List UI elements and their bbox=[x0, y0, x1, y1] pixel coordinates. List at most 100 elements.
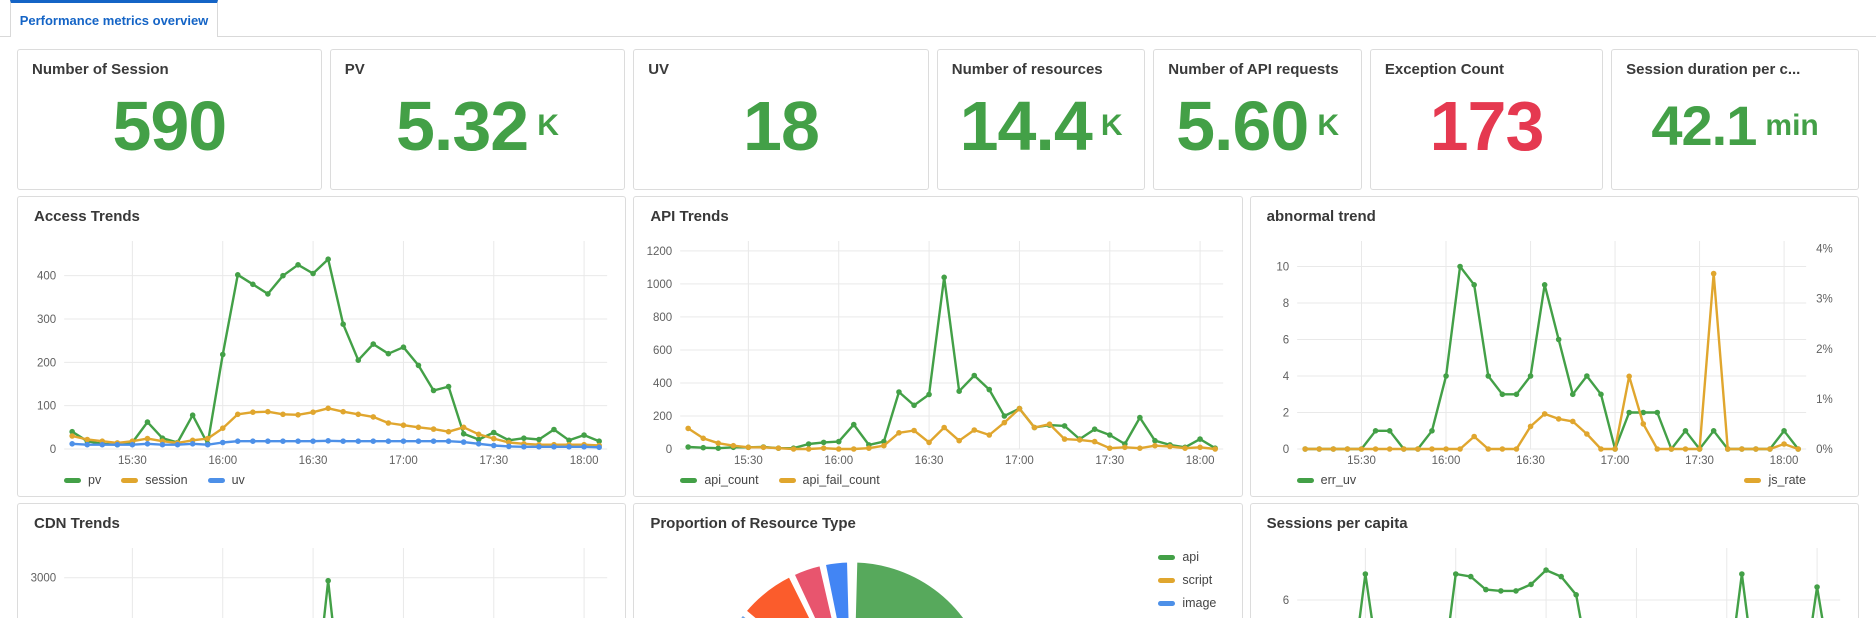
stat-card-number-of-resources: Number of resources 14.4 K bbox=[936, 49, 1146, 190]
svg-text:0: 0 bbox=[1282, 444, 1288, 456]
abnormal-trend-chart[interactable]: 0 2 4 6 8 10 0% 1% 2% 3% 4% 15:30 16:00 16:30 17:00 17:… bbox=[1251, 231, 1858, 469]
resource-type-pie-chart[interactable] bbox=[634, 538, 1241, 618]
svg-text:16:00: 16:00 bbox=[825, 455, 854, 467]
legend-label: session bbox=[145, 473, 188, 487]
stat-suffix: K bbox=[537, 109, 559, 142]
svg-text:200: 200 bbox=[653, 411, 672, 423]
api-trends-chart[interactable]: 0 200 400 600 800 1000 1200 15:30 16:00 16:30 17:0… bbox=[634, 231, 1241, 469]
cdn-trends-chart[interactable]: 010002000300015:3016:0016:3017:0017:3018… bbox=[18, 538, 625, 618]
stat-suffix: min bbox=[1765, 109, 1819, 142]
legend-label: js_rate bbox=[1768, 473, 1806, 487]
svg-text:800: 800 bbox=[653, 312, 672, 324]
legend-item-uv[interactable]: uv bbox=[207, 473, 245, 487]
stat-card-uv: UV 18 bbox=[633, 49, 929, 190]
svg-text:15:30: 15:30 bbox=[118, 455, 147, 467]
svg-text:6: 6 bbox=[1282, 335, 1288, 347]
svg-text:17:30: 17:30 bbox=[1685, 455, 1714, 467]
panel-cdn-trends: CDN Trends 010002000300015:3016:0016:301… bbox=[17, 503, 627, 618]
legend-swatch bbox=[64, 477, 81, 483]
svg-text:18:00: 18:00 bbox=[1186, 455, 1215, 467]
legend-item-script[interactable]: script bbox=[1158, 573, 1216, 587]
stat-value: 14.4 bbox=[959, 87, 1093, 165]
svg-text:100: 100 bbox=[37, 401, 56, 413]
legend-swatch bbox=[207, 477, 225, 483]
svg-text:200: 200 bbox=[37, 357, 56, 369]
legend-swatch bbox=[778, 477, 796, 483]
legend-item-pv[interactable]: pv bbox=[64, 473, 101, 487]
svg-text:3%: 3% bbox=[1816, 294, 1833, 306]
legend-label: err_uv bbox=[1320, 473, 1357, 487]
svg-text:15:30: 15:30 bbox=[734, 455, 763, 467]
svg-text:0: 0 bbox=[50, 444, 56, 456]
svg-text:16:30: 16:30 bbox=[1516, 455, 1545, 467]
legend-item-session[interactable]: session bbox=[121, 473, 188, 487]
svg-text:400: 400 bbox=[653, 378, 672, 390]
panel-title: CDN Trends bbox=[34, 515, 120, 532]
svg-text:16:00: 16:00 bbox=[208, 455, 237, 467]
stat-title: PV bbox=[344, 61, 365, 78]
charts-row-1: Access Trends 0 100 200 300 400 15:30 16:00 16:… bbox=[17, 196, 1859, 497]
legend-item-err_uv[interactable]: err_uv bbox=[1296, 473, 1357, 487]
stat-value: 173 bbox=[1429, 87, 1545, 165]
panel-abnormal-trend: abnormal trend 0 2 4 6 8 10 0% 1% 2% 3% 4% 15:30 16:… bbox=[1249, 196, 1859, 497]
svg-text:2: 2 bbox=[1282, 408, 1288, 420]
legend-swatch bbox=[1296, 477, 1314, 483]
legend-label: pv bbox=[88, 473, 102, 487]
legend-label: api_count bbox=[704, 473, 759, 487]
stat-title: Number of resources bbox=[951, 61, 1103, 78]
legend-swatch bbox=[121, 477, 139, 483]
svg-text:1000: 1000 bbox=[647, 279, 673, 291]
legend-swatch bbox=[1158, 554, 1176, 560]
legend-label: image bbox=[1182, 596, 1217, 610]
svg-text:3000: 3000 bbox=[31, 573, 57, 585]
stat-value: 18 bbox=[743, 87, 820, 165]
svg-text:17:00: 17:00 bbox=[1005, 455, 1034, 467]
svg-text:18:00: 18:00 bbox=[1769, 455, 1798, 467]
api-trends-legend: api_count api_fail_count bbox=[634, 469, 1241, 487]
stat-title: Session duration per c... bbox=[1626, 61, 1801, 78]
legend-swatch bbox=[1158, 577, 1176, 583]
svg-text:17:00: 17:00 bbox=[389, 455, 418, 467]
legend-label: uv bbox=[231, 473, 245, 487]
svg-text:2%: 2% bbox=[1816, 344, 1833, 356]
svg-text:16:30: 16:30 bbox=[299, 455, 328, 467]
panel-sessions-per-capita: Sessions per capita 024615:3016:0016:301… bbox=[1249, 503, 1859, 618]
tab-bar: Performance metrics overview bbox=[0, 0, 1876, 37]
stat-card-session-duration: Session duration per c... 42.1 min bbox=[1611, 49, 1860, 190]
panel-title: API Trends bbox=[650, 208, 729, 225]
svg-text:15:30: 15:30 bbox=[1347, 455, 1376, 467]
legend-label: api_fail_count bbox=[802, 473, 880, 487]
svg-text:4: 4 bbox=[1282, 371, 1289, 383]
svg-text:4%: 4% bbox=[1816, 244, 1833, 256]
legend-swatch bbox=[680, 477, 698, 483]
svg-text:600: 600 bbox=[653, 345, 672, 357]
panel-access-trends: Access Trends 0 100 200 300 400 15:30 16:00 16:… bbox=[17, 196, 627, 497]
tab-performance-metrics-overview[interactable]: Performance metrics overview bbox=[10, 0, 218, 37]
legend-item-js_rate[interactable]: js_rate bbox=[1744, 473, 1806, 487]
legend-swatch bbox=[1158, 600, 1176, 606]
panel-title: Sessions per capita bbox=[1266, 515, 1408, 532]
legend-item-api_count[interactable]: api_count bbox=[680, 473, 759, 487]
stat-cards-row: Number of Session 590 PV 5.32 K UV 18 Num… bbox=[17, 49, 1860, 190]
svg-text:1200: 1200 bbox=[647, 246, 673, 258]
svg-text:1%: 1% bbox=[1816, 394, 1833, 406]
access-trends-legend: pv session uv bbox=[18, 469, 625, 487]
panel-api-trends: API Trends 0 200 400 600 800 1000 1200 15:30 16:… bbox=[633, 196, 1243, 497]
legend-item-api[interactable]: api bbox=[1158, 550, 1216, 564]
svg-text:400: 400 bbox=[37, 271, 56, 283]
svg-text:17:30: 17:30 bbox=[479, 455, 508, 467]
stat-value: 42.1 bbox=[1651, 94, 1757, 157]
stat-title: UV bbox=[648, 61, 670, 78]
access-trends-chart[interactable]: 0 100 200 300 400 15:30 16:00 16:30 17:00 17:30 18… bbox=[18, 231, 625, 469]
legend-item-api_fail_count[interactable]: api_fail_count bbox=[778, 473, 880, 487]
stat-suffix: K bbox=[1100, 109, 1123, 142]
svg-text:17:30: 17:30 bbox=[1096, 455, 1125, 467]
legend-label: api bbox=[1182, 550, 1200, 564]
stat-suffix: K bbox=[1317, 109, 1340, 142]
svg-text:17:00: 17:00 bbox=[1600, 455, 1629, 467]
legend-item-image[interactable]: image bbox=[1158, 596, 1216, 610]
svg-text:0%: 0% bbox=[1816, 444, 1833, 456]
stat-card-exception-count: Exception Count 173 bbox=[1369, 49, 1604, 190]
